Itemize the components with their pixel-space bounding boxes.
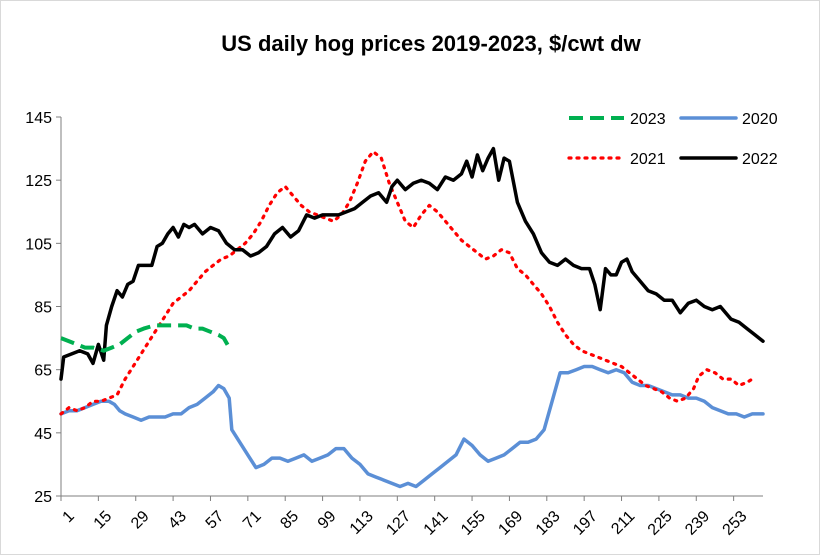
- x-tick-label: 197: [570, 508, 601, 539]
- legend-label-2023: 2023: [630, 111, 666, 128]
- x-tick-label: 155: [458, 508, 489, 539]
- chart-title: US daily hog prices 2019-2023, $/cwt dw: [221, 31, 641, 56]
- y-tick-label: 85: [34, 300, 52, 317]
- legend-label-2022: 2022: [742, 151, 778, 168]
- series-line-2020: [59, 364, 765, 489]
- x-tick-label: 225: [645, 508, 676, 539]
- x-tick-label: 1: [60, 508, 78, 526]
- x-tick-label: 141: [421, 508, 452, 539]
- x-tick-label: 113: [347, 508, 377, 538]
- legend: 2023 2020 2021 2022: [567, 111, 778, 168]
- x-tick-label: 71: [240, 508, 265, 533]
- y-tick-label: 25: [34, 489, 52, 506]
- legend-label-2021: 2021: [630, 151, 666, 168]
- x-tick-label: 57: [203, 508, 228, 533]
- series-line-2022: [59, 146, 765, 381]
- x-tick-label: 99: [315, 508, 340, 533]
- series-line-2021: [59, 150, 754, 416]
- y-tick-label: 125: [25, 173, 52, 190]
- x-tick-label: 29: [128, 508, 153, 533]
- x-tick-label: 239: [682, 508, 713, 539]
- x-tick-label: 127: [383, 508, 414, 539]
- series-line-2023: [60, 323, 231, 353]
- x-tick-label: 169: [495, 508, 526, 539]
- y-tick-label: 45: [34, 426, 52, 443]
- x-tick-label: 183: [533, 508, 564, 539]
- y-tick-label: 105: [25, 236, 52, 253]
- x-tick-label: 211: [608, 508, 638, 538]
- x-tick-label: 85: [277, 508, 302, 533]
- series-layer: [59, 146, 765, 489]
- axes: 25 45 65 85 105 125 145 1 15 29 43 57 71 85 99 113 127 14…: [25, 110, 763, 539]
- x-tick-label: 43: [165, 508, 190, 533]
- y-tick-label: 145: [25, 110, 52, 127]
- x-tick-label: 253: [720, 508, 751, 539]
- x-tick-label: 15: [91, 508, 116, 533]
- y-tick-label: 65: [34, 363, 52, 380]
- legend-label-2020: 2020: [742, 111, 778, 128]
